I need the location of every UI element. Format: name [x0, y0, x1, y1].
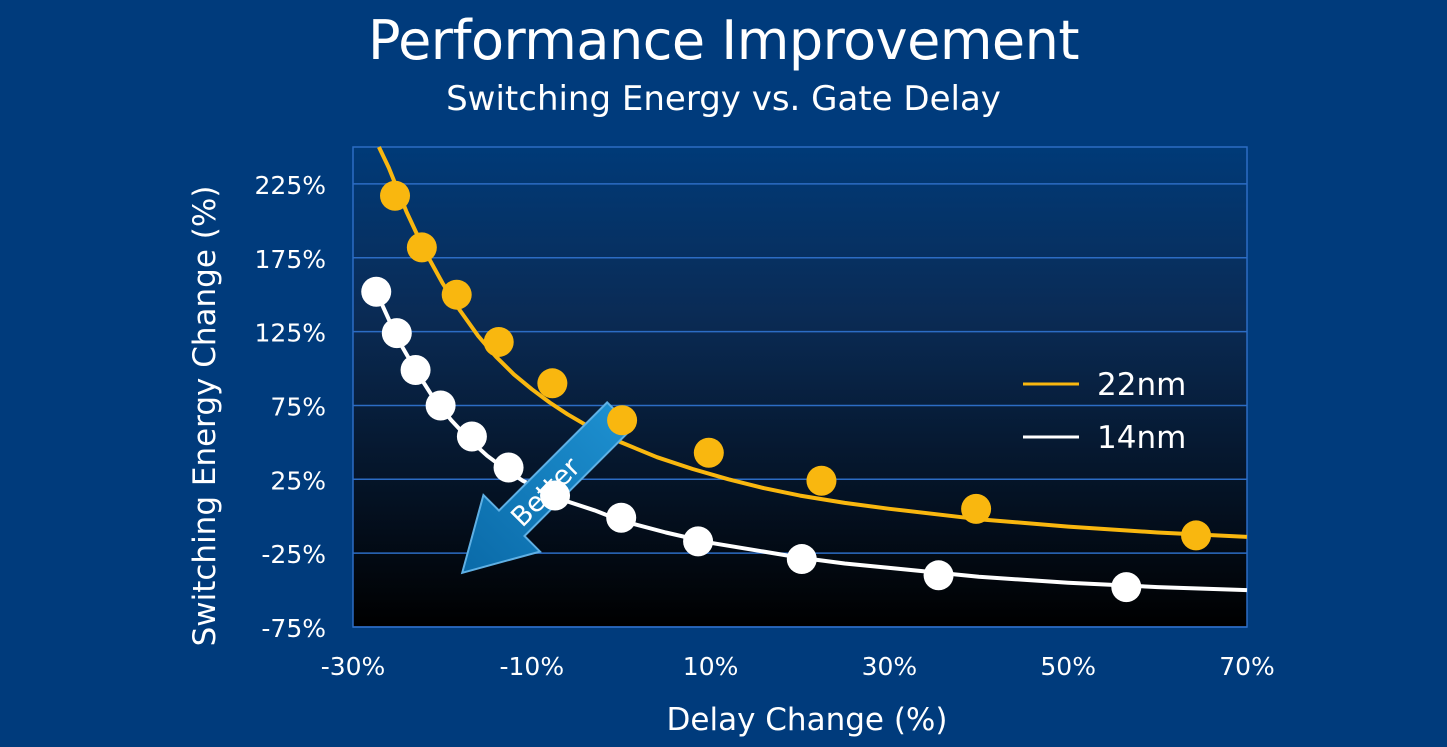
y-tick-label: -25%: [261, 540, 326, 569]
data-point-14nm: [786, 544, 817, 575]
data-point-14nm: [683, 526, 714, 557]
data-point-14nm: [400, 355, 431, 386]
data-point-14nm: [923, 560, 954, 591]
data-point-22nm: [961, 493, 992, 524]
series-points: [361, 180, 1212, 603]
legend: 22nm 14nm: [1023, 367, 1186, 456]
data-point-22nm: [1181, 520, 1212, 551]
chart-title: Performance Improvement: [367, 9, 1080, 72]
data-point-14nm: [381, 318, 412, 349]
y-tick-label: 75%: [270, 392, 326, 421]
data-point-14nm: [540, 480, 571, 511]
data-point-22nm: [607, 405, 638, 436]
x-tick-label: 50%: [1040, 652, 1096, 681]
data-point-22nm: [537, 368, 568, 399]
data-point-22nm: [380, 180, 411, 211]
axis-ticks: -75% -25% 25% 75% 125% 175% 225% -30% -10% 10% 30%…: [255, 171, 1275, 681]
y-tick-label: 25%: [270, 466, 326, 495]
data-point-22nm: [441, 279, 472, 310]
x-tick-label: 10%: [683, 652, 739, 681]
y-tick-label: 125%: [255, 319, 326, 348]
legend-label-14nm: 14nm: [1097, 420, 1186, 456]
y-tick-label: -75%: [261, 614, 326, 643]
data-point-22nm: [806, 465, 837, 496]
legend-label-22nm: 22nm: [1097, 367, 1186, 403]
data-point-14nm: [361, 276, 392, 307]
data-point-14nm: [493, 452, 524, 483]
x-tick-label: 70%: [1219, 652, 1275, 681]
x-tick-label: 30%: [862, 652, 918, 681]
data-point-22nm: [406, 232, 437, 263]
data-point-14nm: [1111, 572, 1142, 603]
x-tick-label: -30%: [321, 652, 386, 681]
data-point-22nm: [693, 437, 724, 468]
data-point-14nm: [606, 502, 637, 533]
y-tick-label: 175%: [255, 245, 326, 274]
data-point-14nm: [425, 390, 456, 421]
chart-subtitle: Switching Energy vs. Gate Delay: [446, 79, 1001, 119]
x-axis-label: Delay Change (%): [667, 702, 948, 738]
y-axis-label: Switching Energy Change (%): [187, 186, 223, 647]
data-point-22nm: [483, 326, 514, 357]
x-tick-label: -10%: [500, 652, 565, 681]
data-point-14nm: [456, 421, 487, 452]
y-tick-label: 225%: [255, 171, 326, 200]
